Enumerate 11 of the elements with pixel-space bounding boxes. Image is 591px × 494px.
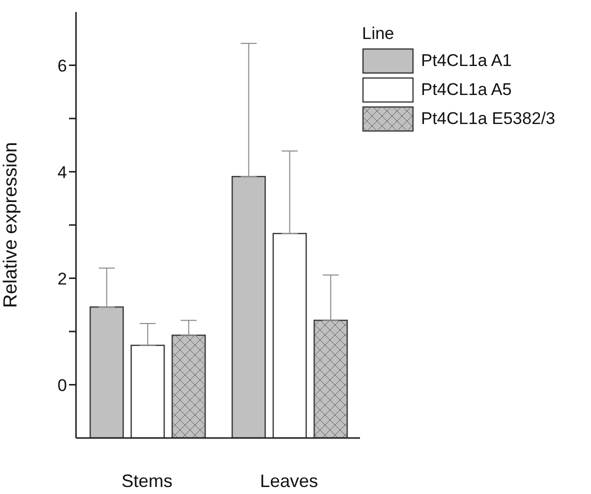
x-tick-label: Leaves xyxy=(260,470,318,491)
legend-label: Pt4CL1a E5382/3 xyxy=(421,108,556,128)
y-tick-label: 2 xyxy=(58,269,67,288)
y-axis-title: Relative expression xyxy=(0,142,22,308)
y-tick-label: 0 xyxy=(58,376,67,395)
y-tick-label: 6 xyxy=(58,56,67,76)
y-tick-label: 4 xyxy=(58,162,67,182)
x-tick-label: Stems xyxy=(121,470,173,491)
legend-title: Line xyxy=(362,24,396,44)
legend-label: Pt4CL1a A5 xyxy=(421,80,512,100)
legend-label: Pt4CL1a A1 xyxy=(421,50,512,70)
